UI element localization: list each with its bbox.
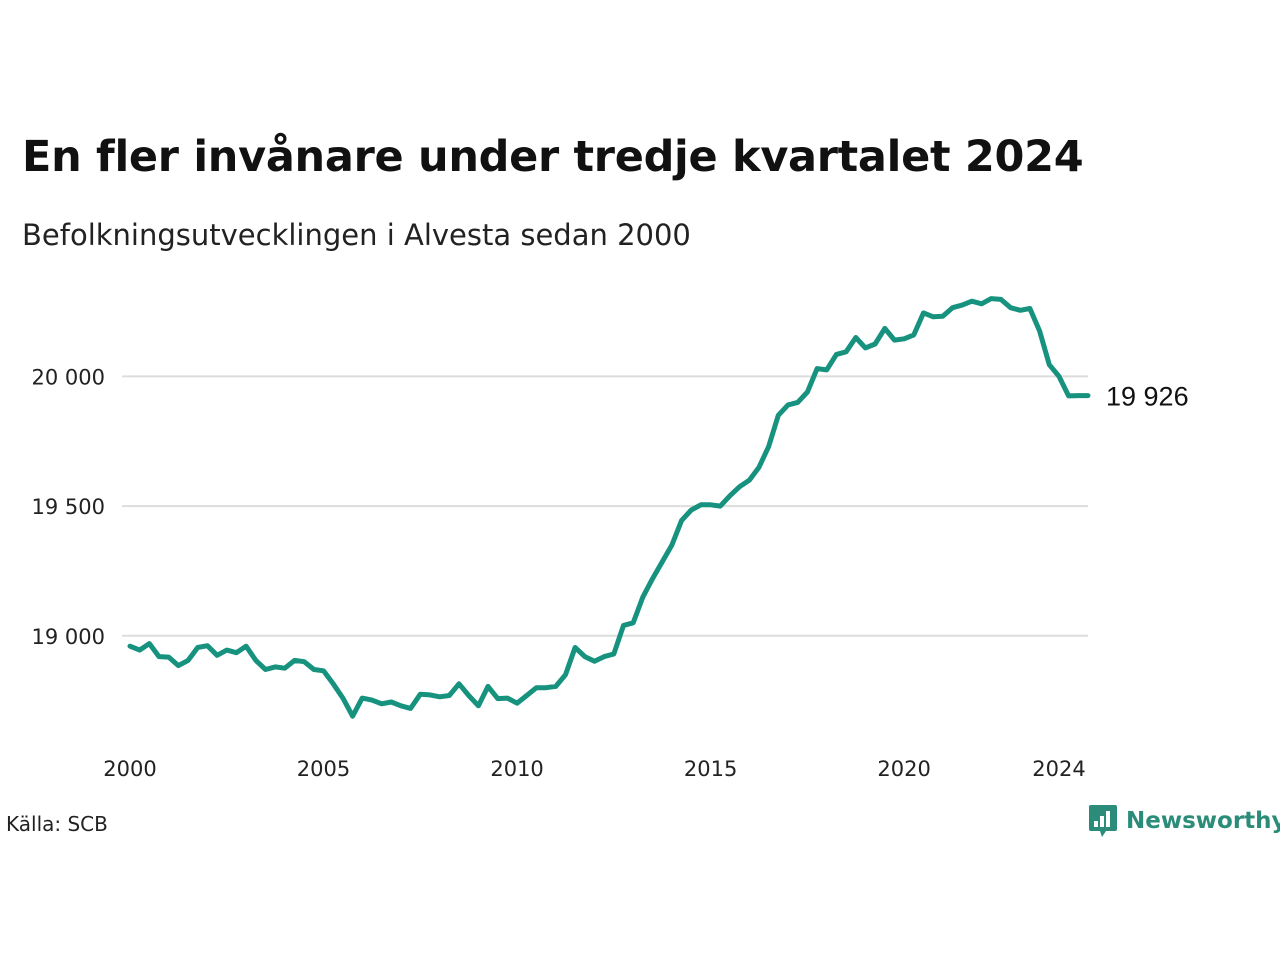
grid-lines <box>122 375 1088 637</box>
x-tick-label: 2000 <box>103 757 156 781</box>
series-line <box>127 296 1091 719</box>
source-note: Källa: SCB <box>6 812 108 836</box>
page-title: En fler invånare under tredje kvartalet … <box>22 132 1084 182</box>
y-axis-labels: 19 000 19 500 20 000 <box>32 365 105 648</box>
brand-logo[interactable]: Newsworthy <box>1088 804 1280 838</box>
y-tick-label: 19 500 <box>32 495 105 519</box>
x-tick-label: 2024 <box>1032 757 1085 781</box>
y-tick-label: 20 000 <box>32 365 105 389</box>
newsworthy-logo-icon <box>1089 805 1117 837</box>
x-tick-label: 2010 <box>490 757 543 781</box>
x-tick-label: 2015 <box>684 757 737 781</box>
x-axis-labels: 2000 2005 2010 2015 2020 2024 <box>103 757 1085 781</box>
y-tick-label: 19 000 <box>32 625 105 649</box>
end-value-label: 19 926 <box>1106 382 1189 412</box>
page-subtitle: Befolkningsutvecklingen i Alvesta sedan … <box>22 218 691 252</box>
x-tick-label: 2005 <box>297 757 350 781</box>
brand-name: Newsworthy <box>1126 808 1280 834</box>
x-tick-label: 2020 <box>877 757 930 781</box>
